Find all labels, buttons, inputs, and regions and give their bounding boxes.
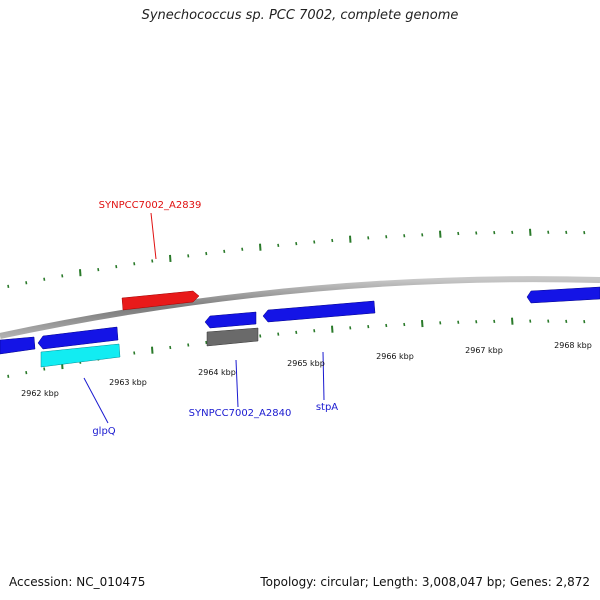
major-tick xyxy=(331,325,334,333)
kbp-label: 2963 kbp xyxy=(109,378,147,387)
minor-tick xyxy=(25,281,28,285)
minor-tick xyxy=(295,241,298,246)
minor-tick xyxy=(187,254,190,258)
minor-tick xyxy=(25,370,28,375)
minor-tick xyxy=(43,367,46,371)
gene-glyphs xyxy=(0,286,600,368)
major-tick xyxy=(421,320,424,328)
leader-stpa xyxy=(322,351,325,401)
minor-tick xyxy=(475,231,478,235)
minor-tick xyxy=(439,321,442,325)
minor-tick xyxy=(43,277,46,281)
leader-a2839 xyxy=(150,212,157,260)
minor-tick xyxy=(187,343,190,347)
gene-blue-3[interactable] xyxy=(204,311,257,329)
major-tick xyxy=(529,228,532,236)
gene-blue-2[interactable] xyxy=(37,326,119,350)
minor-tick xyxy=(241,247,244,251)
minor-tick xyxy=(547,230,550,234)
kbp-label: 2964 kbp xyxy=(198,368,236,377)
minor-tick xyxy=(169,345,172,350)
kbp-label: 2962 kbp xyxy=(21,389,59,398)
major-tick xyxy=(259,243,262,251)
minor-tick xyxy=(349,326,352,330)
gene-glpq[interactable] xyxy=(40,343,121,368)
map-title: Synechococcus sp. PCC 7002, complete gen… xyxy=(141,8,459,23)
minor-tick xyxy=(7,284,10,288)
gene-a2839[interactable] xyxy=(121,290,200,311)
minor-tick xyxy=(565,230,568,235)
minor-tick xyxy=(385,235,388,239)
gene-blue-4[interactable] xyxy=(526,286,600,304)
minor-tick xyxy=(511,230,514,235)
minor-tick xyxy=(7,374,10,378)
gene-label-stpa[interactable]: stpA xyxy=(316,402,338,413)
minor-tick xyxy=(421,233,424,237)
minor-tick xyxy=(403,234,406,238)
minor-tick xyxy=(493,231,496,235)
kbp-label: 2967 kbp xyxy=(465,346,503,355)
minor-tick xyxy=(313,329,316,333)
gene-a2840[interactable] xyxy=(206,327,259,347)
minor-tick xyxy=(277,332,280,336)
kbp-labels: 2962 kbp 2963 kbp 2964 kbp 2965 kbp 2966… xyxy=(21,341,592,398)
gene-stpa[interactable] xyxy=(262,300,376,323)
minor-tick xyxy=(403,322,406,327)
leader-a2840 xyxy=(235,359,239,408)
major-tick xyxy=(79,269,82,277)
minor-tick xyxy=(493,319,496,324)
minor-tick xyxy=(367,324,370,329)
outer-tick-marks xyxy=(7,228,586,288)
minor-tick xyxy=(385,323,388,328)
minor-tick xyxy=(457,320,460,324)
minor-tick xyxy=(277,243,280,247)
minor-tick xyxy=(97,267,100,272)
minor-tick xyxy=(259,334,262,338)
chromosome-backbone xyxy=(0,276,600,339)
minor-tick xyxy=(529,319,532,323)
leader-glpq xyxy=(83,377,109,424)
kbp-label: 2965 kbp xyxy=(287,359,325,368)
minor-tick xyxy=(583,231,586,235)
gene-label-glpq[interactable]: glpQ xyxy=(92,426,115,437)
major-tick xyxy=(151,346,154,354)
minor-tick xyxy=(583,319,586,324)
minor-tick xyxy=(313,240,316,244)
minor-tick xyxy=(61,274,64,278)
minor-tick xyxy=(223,249,226,253)
kbp-label: 2966 kbp xyxy=(376,352,414,361)
minor-tick xyxy=(457,231,460,236)
major-tick xyxy=(439,230,442,238)
minor-tick xyxy=(367,236,370,240)
minor-tick xyxy=(205,251,208,256)
minor-tick xyxy=(565,319,568,323)
major-tick xyxy=(511,317,514,325)
accession-text: Accession: NC_010475 xyxy=(9,575,146,589)
gene-label-a2840[interactable]: SYNPCC7002_A2840 xyxy=(189,408,292,419)
gene-label-a2839[interactable]: SYNPCC7002_A2839 xyxy=(99,200,202,211)
kbp-label: 2968 kbp xyxy=(554,341,592,350)
genome-summary-text: Topology: circular; Length: 3,008,047 bp… xyxy=(260,575,590,589)
minor-tick xyxy=(115,264,118,269)
label-leaders xyxy=(83,212,325,424)
minor-tick xyxy=(331,238,334,243)
minor-tick xyxy=(205,340,208,345)
minor-tick xyxy=(151,259,154,263)
minor-tick xyxy=(547,319,550,323)
gene-blue-1[interactable] xyxy=(0,336,36,355)
major-tick xyxy=(169,254,172,262)
major-tick xyxy=(349,235,352,243)
minor-tick xyxy=(133,351,136,355)
minor-tick xyxy=(475,320,478,324)
minor-tick xyxy=(133,262,136,266)
minor-tick xyxy=(295,330,298,335)
